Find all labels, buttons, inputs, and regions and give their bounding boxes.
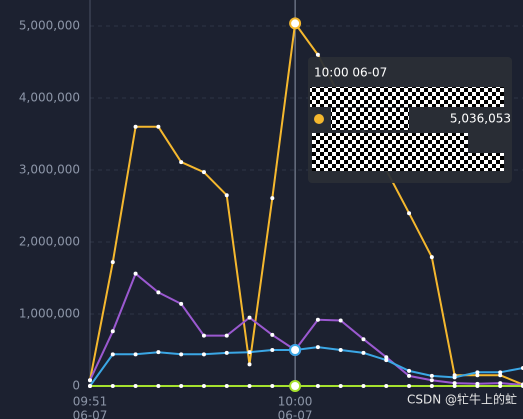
point bbox=[407, 368, 412, 373]
point bbox=[452, 381, 457, 386]
point bbox=[338, 348, 343, 352]
point bbox=[88, 384, 92, 388]
point bbox=[289, 380, 302, 392]
point bbox=[429, 373, 434, 378]
redacted bbox=[312, 153, 504, 171]
y-tick-label: 3,000,000 bbox=[19, 163, 80, 177]
x-tick-label: 09:51 bbox=[73, 395, 108, 409]
point bbox=[201, 170, 206, 175]
point bbox=[156, 124, 161, 129]
point bbox=[361, 350, 366, 355]
point bbox=[133, 384, 138, 388]
point bbox=[224, 350, 229, 355]
y-tick-label: 4,000,000 bbox=[19, 91, 80, 105]
point bbox=[315, 52, 320, 57]
tooltip-marker bbox=[314, 114, 324, 124]
point bbox=[224, 193, 229, 198]
point bbox=[88, 378, 92, 383]
tooltip: 10:00 06-07 5,036,053 bbox=[308, 57, 512, 183]
point bbox=[429, 255, 434, 260]
point bbox=[315, 384, 320, 388]
point bbox=[429, 378, 434, 383]
point bbox=[179, 301, 184, 306]
x-tick-date: 06-07 bbox=[73, 409, 108, 419]
point bbox=[361, 384, 366, 388]
point bbox=[498, 381, 503, 386]
point bbox=[133, 271, 138, 276]
point bbox=[407, 384, 412, 388]
point bbox=[110, 260, 115, 265]
point bbox=[156, 384, 161, 388]
watermark: CSDN @牤牛上的虻 bbox=[407, 392, 517, 407]
x-tick-label: 10:00 bbox=[278, 395, 313, 409]
redacted bbox=[310, 87, 504, 107]
point bbox=[179, 352, 184, 357]
point bbox=[498, 370, 503, 375]
point bbox=[110, 384, 115, 388]
point bbox=[407, 211, 412, 216]
point bbox=[498, 384, 503, 388]
point bbox=[156, 290, 161, 295]
point bbox=[384, 358, 389, 363]
y-tick-label: 1,000,000 bbox=[19, 307, 80, 321]
point bbox=[270, 196, 275, 201]
point bbox=[110, 329, 115, 334]
point bbox=[384, 355, 389, 360]
point bbox=[179, 384, 184, 388]
point bbox=[498, 373, 503, 378]
point bbox=[247, 350, 252, 355]
point bbox=[407, 373, 412, 378]
y-tick-label: 2,000,000 bbox=[19, 235, 80, 249]
point bbox=[224, 384, 229, 388]
point bbox=[247, 362, 252, 367]
series-line bbox=[89, 346, 523, 387]
y-tick-label: 5,000,000 bbox=[19, 19, 80, 33]
series-line bbox=[89, 272, 523, 386]
point bbox=[270, 348, 275, 352]
point bbox=[338, 384, 343, 388]
point bbox=[133, 124, 138, 129]
point bbox=[475, 370, 480, 375]
point bbox=[429, 384, 434, 388]
tooltip-value: 5,036,053 bbox=[450, 112, 511, 126]
point bbox=[315, 345, 320, 350]
point bbox=[452, 384, 457, 388]
point bbox=[247, 315, 252, 320]
point bbox=[247, 384, 252, 388]
point bbox=[452, 375, 457, 380]
point bbox=[110, 352, 115, 357]
redacted bbox=[312, 133, 468, 153]
x-tick-date: 06-07 bbox=[278, 409, 313, 419]
point bbox=[270, 332, 275, 337]
point bbox=[289, 17, 302, 30]
point bbox=[156, 350, 161, 355]
point bbox=[201, 384, 206, 388]
tooltip-title: 10:00 06-07 bbox=[314, 66, 387, 80]
point bbox=[201, 352, 206, 357]
point bbox=[361, 337, 366, 342]
redacted bbox=[331, 108, 409, 130]
point bbox=[201, 333, 206, 338]
point bbox=[315, 317, 320, 322]
point bbox=[475, 373, 480, 378]
series-line bbox=[89, 20, 523, 386]
point bbox=[289, 344, 302, 356]
point bbox=[133, 352, 138, 357]
point bbox=[270, 384, 275, 388]
point bbox=[179, 160, 184, 165]
y-tick-label: 0 bbox=[72, 379, 80, 393]
point bbox=[338, 318, 343, 323]
point bbox=[224, 333, 229, 338]
point bbox=[384, 384, 389, 388]
point bbox=[475, 384, 480, 388]
